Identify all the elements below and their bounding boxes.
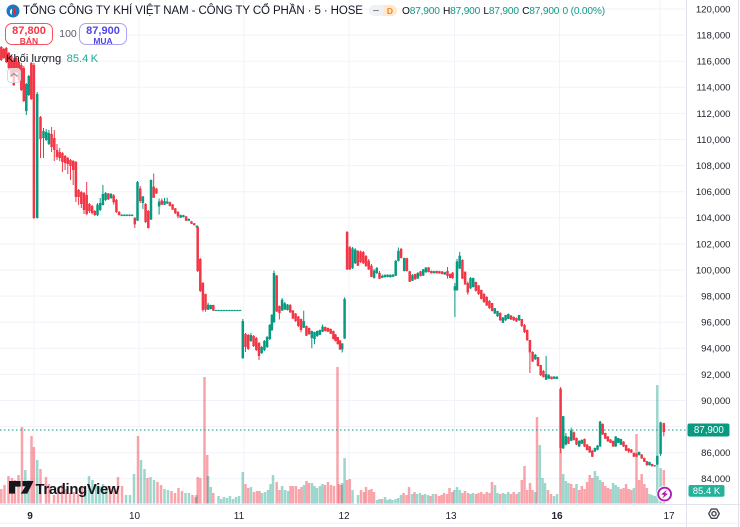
svg-text:11: 11: [234, 511, 245, 522]
svg-text:100,000: 100,000: [696, 265, 731, 276]
svg-text:12: 12: [338, 511, 350, 522]
svg-text:TradingView: TradingView: [36, 482, 120, 498]
svg-text:87,900: 87,900: [694, 425, 725, 436]
svg-text:104,000: 104,000: [696, 213, 731, 224]
svg-text:98,000: 98,000: [701, 292, 730, 303]
svg-text:13: 13: [445, 511, 457, 522]
svg-text:86,000: 86,000: [701, 448, 730, 459]
svg-text:84,000: 84,000: [701, 474, 730, 485]
svg-text:116,000: 116,000: [697, 57, 731, 68]
svg-text:92,000: 92,000: [701, 370, 730, 381]
svg-text:112,000: 112,000: [697, 109, 731, 120]
svg-text:108,000: 108,000: [696, 161, 731, 172]
svg-text:17: 17: [663, 511, 675, 522]
svg-text:120,000: 120,000: [696, 4, 731, 15]
svg-text:118,000: 118,000: [697, 31, 731, 42]
svg-text:102,000: 102,000: [696, 239, 731, 250]
svg-text:106,000: 106,000: [696, 187, 731, 198]
svg-text:90,000: 90,000: [701, 396, 730, 407]
svg-text:10: 10: [129, 511, 141, 522]
svg-text:16: 16: [551, 511, 563, 522]
svg-text:110,000: 110,000: [697, 135, 731, 146]
svg-text:85.4 K: 85.4 K: [693, 486, 721, 497]
svg-text:9: 9: [27, 511, 33, 522]
svg-text:94,000: 94,000: [701, 344, 730, 355]
svg-text:96,000: 96,000: [701, 318, 730, 329]
svg-text:114,000: 114,000: [697, 83, 731, 94]
